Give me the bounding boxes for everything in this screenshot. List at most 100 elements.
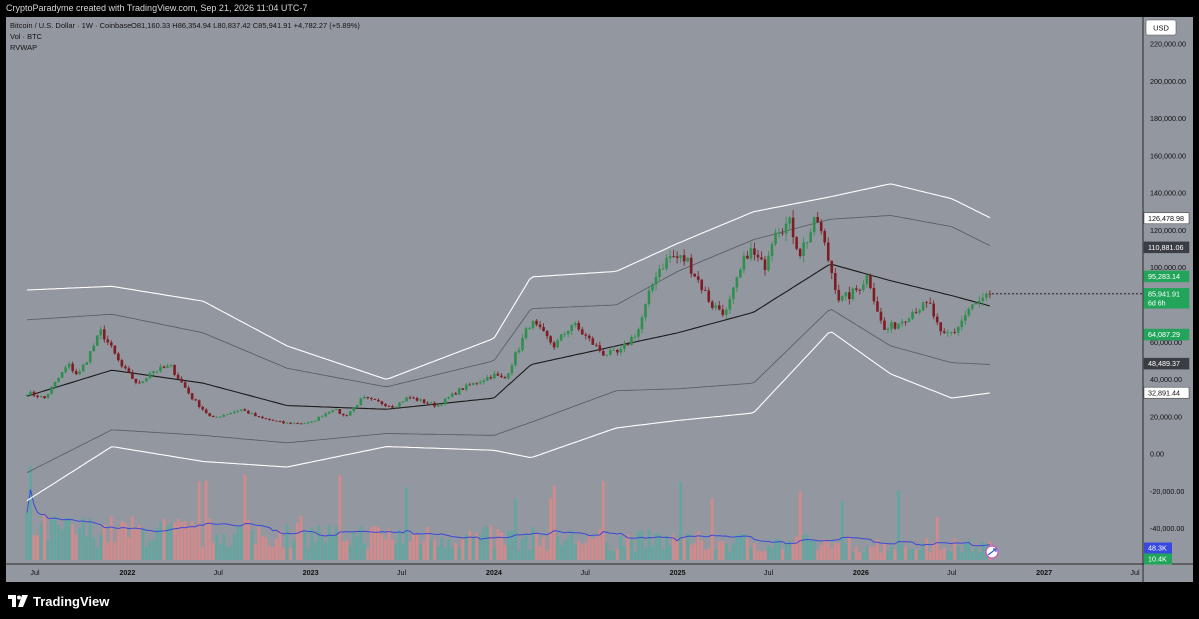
legend-symbol[interactable]: Bitcoin / U.S. Dollar · 1W · Coinbase bbox=[10, 21, 131, 30]
volume-bar bbox=[299, 515, 303, 560]
volume-bar bbox=[275, 538, 278, 560]
candle-body bbox=[341, 413, 345, 416]
volume-bar bbox=[963, 543, 967, 560]
y-tick-label: -40,000.00 bbox=[1150, 524, 1184, 533]
volume-bar bbox=[39, 522, 43, 560]
y-tick-label: -20,000.00 bbox=[1150, 487, 1184, 496]
volume-bar bbox=[250, 530, 254, 560]
price-tag-countdown: 6d 6h bbox=[1148, 300, 1166, 307]
volume-bar bbox=[911, 548, 914, 560]
volume-bar bbox=[795, 536, 799, 560]
compare-icon[interactable] bbox=[985, 545, 999, 559]
volume-bar bbox=[32, 534, 36, 560]
volume-bar bbox=[542, 537, 545, 560]
candle-body bbox=[475, 382, 479, 384]
candle-body bbox=[373, 398, 377, 400]
candle-body bbox=[71, 363, 74, 372]
candle-body bbox=[482, 380, 486, 383]
x-tick-label: 2023 bbox=[303, 568, 319, 577]
volume-bar bbox=[900, 544, 904, 560]
volume-bar bbox=[770, 547, 774, 560]
volume-tag[interactable]: 10.4K bbox=[1144, 553, 1172, 565]
price-tag[interactable]: 48,489.37 bbox=[1143, 357, 1190, 370]
volume-bar bbox=[605, 542, 609, 560]
candle-body bbox=[320, 416, 324, 418]
volume-bar bbox=[946, 550, 950, 560]
volume-bar bbox=[735, 535, 739, 560]
legend-volume[interactable]: Vol · BTC bbox=[10, 32, 43, 41]
price-axis[interactable]: 220,000.00 200,000.00 180,000.00 160,000.00… bbox=[1150, 40, 1186, 534]
y-tick-label: 220,000.00 bbox=[1150, 40, 1186, 49]
candle-body bbox=[120, 360, 124, 367]
volume-bar bbox=[742, 534, 746, 560]
price-tag[interactable]: 110,881.06 bbox=[1143, 241, 1190, 254]
volume-bar bbox=[819, 544, 823, 560]
volume-bar bbox=[816, 549, 820, 560]
candle-body bbox=[99, 329, 103, 336]
candle-body bbox=[781, 232, 784, 234]
y-tick-label: 0.00 bbox=[1150, 450, 1164, 459]
volume-bar bbox=[78, 527, 82, 560]
candle-body bbox=[925, 302, 928, 304]
candle-body bbox=[784, 223, 788, 234]
volume-bar bbox=[454, 543, 458, 560]
candle-body bbox=[524, 328, 528, 338]
volume-bar bbox=[591, 538, 595, 560]
price-tag[interactable]: 95,283.14 bbox=[1143, 270, 1190, 283]
candle-body bbox=[616, 349, 619, 353]
volume-bar bbox=[840, 501, 844, 560]
volume-bar bbox=[893, 548, 897, 560]
volume-bar bbox=[556, 536, 560, 560]
volume-bar bbox=[246, 519, 250, 560]
volume-bar bbox=[883, 543, 886, 560]
price-tag[interactable]: 85,941.91 6d 6h bbox=[1143, 288, 1190, 309]
price-tag[interactable]: 126,478.98 bbox=[1143, 212, 1190, 225]
volume-bar bbox=[341, 541, 345, 560]
volume-bar bbox=[615, 549, 619, 560]
volume-tag[interactable]: 48.3K bbox=[1144, 542, 1172, 554]
candle-body bbox=[197, 400, 201, 407]
candle-body bbox=[964, 315, 967, 321]
candle-body bbox=[292, 422, 296, 424]
volume-bar bbox=[714, 549, 718, 560]
candle-body bbox=[366, 397, 370, 398]
candle-body bbox=[739, 269, 742, 278]
candle-body bbox=[60, 372, 64, 378]
volume-bar bbox=[781, 549, 784, 560]
volume-bar bbox=[257, 527, 261, 560]
time-axis[interactable]: Jul 2022 Jul 2023 Jul 2024 Jul 2025 Jul 2026 Jul 20… bbox=[30, 568, 1140, 577]
price-tag[interactable]: 64,087.29 bbox=[1143, 328, 1190, 341]
volume-bar bbox=[485, 525, 489, 560]
volume-bar bbox=[338, 475, 342, 560]
chart-frame[interactable] bbox=[6, 17, 1193, 582]
candle-body bbox=[102, 329, 106, 340]
volume-bar bbox=[412, 534, 415, 560]
candle-body bbox=[155, 371, 159, 373]
currency-button[interactable]: USD bbox=[1145, 19, 1177, 36]
volume-bar bbox=[689, 544, 693, 560]
candle-body bbox=[753, 248, 756, 255]
volume-bar bbox=[433, 539, 437, 560]
candle-body bbox=[633, 336, 637, 338]
legend-rvwap[interactable]: RVWAP bbox=[10, 43, 37, 52]
price-tag[interactable]: 32,891.44 bbox=[1143, 386, 1190, 399]
candle-body bbox=[88, 351, 92, 363]
candle-body bbox=[971, 304, 974, 309]
volume-bar bbox=[225, 547, 229, 560]
volume-bar bbox=[696, 531, 700, 560]
candle-body bbox=[415, 397, 419, 401]
tradingview-brand[interactable]: TradingView bbox=[8, 592, 109, 610]
volume-bar bbox=[436, 546, 440, 560]
volume-bar bbox=[876, 539, 879, 560]
candle-body bbox=[95, 335, 99, 346]
volume-bar bbox=[145, 546, 148, 560]
y-tick-label: 20,000.00 bbox=[1150, 412, 1182, 421]
x-tick-label: Jul bbox=[397, 568, 407, 577]
candle-body bbox=[261, 416, 264, 419]
volume-bar bbox=[921, 542, 925, 560]
candle-body bbox=[928, 302, 932, 304]
volume-bar bbox=[109, 516, 113, 560]
volume-bar bbox=[563, 540, 567, 560]
price-tag-label: 48,489.37 bbox=[1148, 359, 1180, 368]
